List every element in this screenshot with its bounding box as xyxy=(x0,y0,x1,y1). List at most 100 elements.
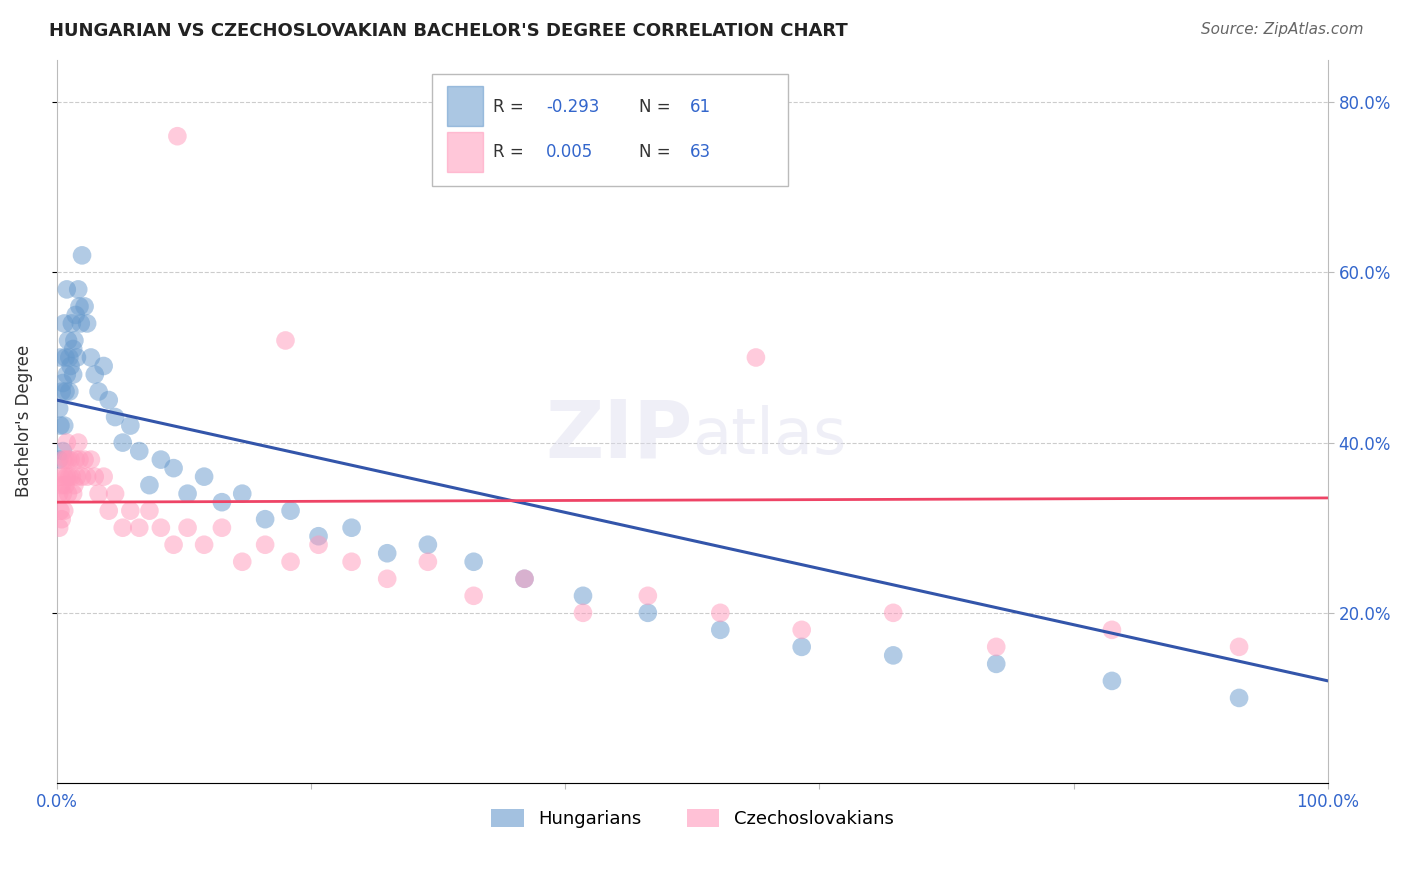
Point xyxy=(1101,673,1123,688)
Point xyxy=(637,606,659,620)
Point xyxy=(87,384,110,399)
Point xyxy=(70,248,93,262)
Text: 61: 61 xyxy=(690,97,711,116)
Point xyxy=(162,461,184,475)
Point xyxy=(48,452,70,467)
Point xyxy=(111,435,134,450)
Point xyxy=(709,606,731,620)
Point xyxy=(58,469,80,483)
Point xyxy=(66,351,89,365)
Point xyxy=(55,435,77,450)
Point xyxy=(56,334,79,348)
Point xyxy=(65,452,87,467)
Point xyxy=(308,538,330,552)
Text: HUNGARIAN VS CZECHOSLOVAKIAN BACHELOR'S DEGREE CORRELATION CHART: HUNGARIAN VS CZECHOSLOVAKIAN BACHELOR'S … xyxy=(49,22,848,40)
Text: R =: R = xyxy=(492,144,529,161)
Point xyxy=(463,589,485,603)
Point xyxy=(97,504,120,518)
Point xyxy=(51,478,73,492)
Point xyxy=(193,538,215,552)
Point xyxy=(55,384,77,399)
Point xyxy=(416,555,439,569)
Point xyxy=(48,486,70,500)
FancyBboxPatch shape xyxy=(432,74,787,186)
Point xyxy=(790,623,813,637)
FancyBboxPatch shape xyxy=(447,132,482,172)
Point xyxy=(274,334,297,348)
Point xyxy=(67,282,90,296)
Point xyxy=(308,529,330,543)
Point xyxy=(280,504,302,518)
Point xyxy=(120,418,142,433)
Y-axis label: Bachelor's Degree: Bachelor's Degree xyxy=(15,345,32,498)
Point xyxy=(48,401,70,416)
Point xyxy=(120,504,142,518)
Point xyxy=(62,368,84,382)
Point xyxy=(986,640,1008,654)
Point xyxy=(58,384,80,399)
Point xyxy=(59,359,82,373)
Point xyxy=(87,486,110,500)
Point xyxy=(53,418,76,433)
Point xyxy=(104,486,127,500)
Point xyxy=(162,538,184,552)
Point xyxy=(513,572,536,586)
Point xyxy=(176,486,198,500)
Point xyxy=(166,129,188,144)
Point xyxy=(211,495,233,509)
Text: R =: R = xyxy=(492,97,529,116)
Point xyxy=(1101,623,1123,637)
Point xyxy=(128,444,150,458)
Point xyxy=(76,469,98,483)
Point xyxy=(709,623,731,637)
Point xyxy=(80,351,103,365)
Point xyxy=(55,368,77,382)
Point xyxy=(52,486,75,500)
Point xyxy=(111,521,134,535)
Point xyxy=(63,478,86,492)
Text: N =: N = xyxy=(638,97,676,116)
Point xyxy=(637,589,659,603)
Point xyxy=(52,444,75,458)
Point xyxy=(138,504,160,518)
Text: 63: 63 xyxy=(690,144,711,161)
Point xyxy=(60,469,83,483)
Point xyxy=(69,300,91,314)
Point xyxy=(65,308,87,322)
Point xyxy=(280,555,302,569)
Point xyxy=(416,538,439,552)
Point xyxy=(375,572,398,586)
Point xyxy=(211,521,233,535)
Point xyxy=(128,521,150,535)
Point xyxy=(55,351,77,365)
Point xyxy=(463,555,485,569)
FancyBboxPatch shape xyxy=(447,87,482,126)
Point xyxy=(176,521,198,535)
Point xyxy=(62,486,84,500)
Point xyxy=(340,521,363,535)
Point xyxy=(51,512,73,526)
Point xyxy=(52,376,75,390)
Text: -0.293: -0.293 xyxy=(546,97,599,116)
Point xyxy=(70,469,93,483)
Point xyxy=(882,648,904,663)
Text: ZIP: ZIP xyxy=(546,397,692,475)
Point xyxy=(375,546,398,560)
Text: Source: ZipAtlas.com: Source: ZipAtlas.com xyxy=(1201,22,1364,37)
Point xyxy=(53,469,76,483)
Legend: Hungarians, Czechoslovakians: Hungarians, Czechoslovakians xyxy=(484,802,901,836)
Point xyxy=(53,504,76,518)
Point xyxy=(49,418,72,433)
Point xyxy=(340,555,363,569)
Point xyxy=(149,521,172,535)
Point xyxy=(67,435,90,450)
Point xyxy=(58,351,80,365)
Point xyxy=(53,317,76,331)
Point xyxy=(73,452,96,467)
Point xyxy=(49,351,72,365)
Point xyxy=(572,606,595,620)
Point xyxy=(193,469,215,483)
Point xyxy=(97,392,120,407)
Point xyxy=(572,589,595,603)
Text: 0.005: 0.005 xyxy=(546,144,593,161)
